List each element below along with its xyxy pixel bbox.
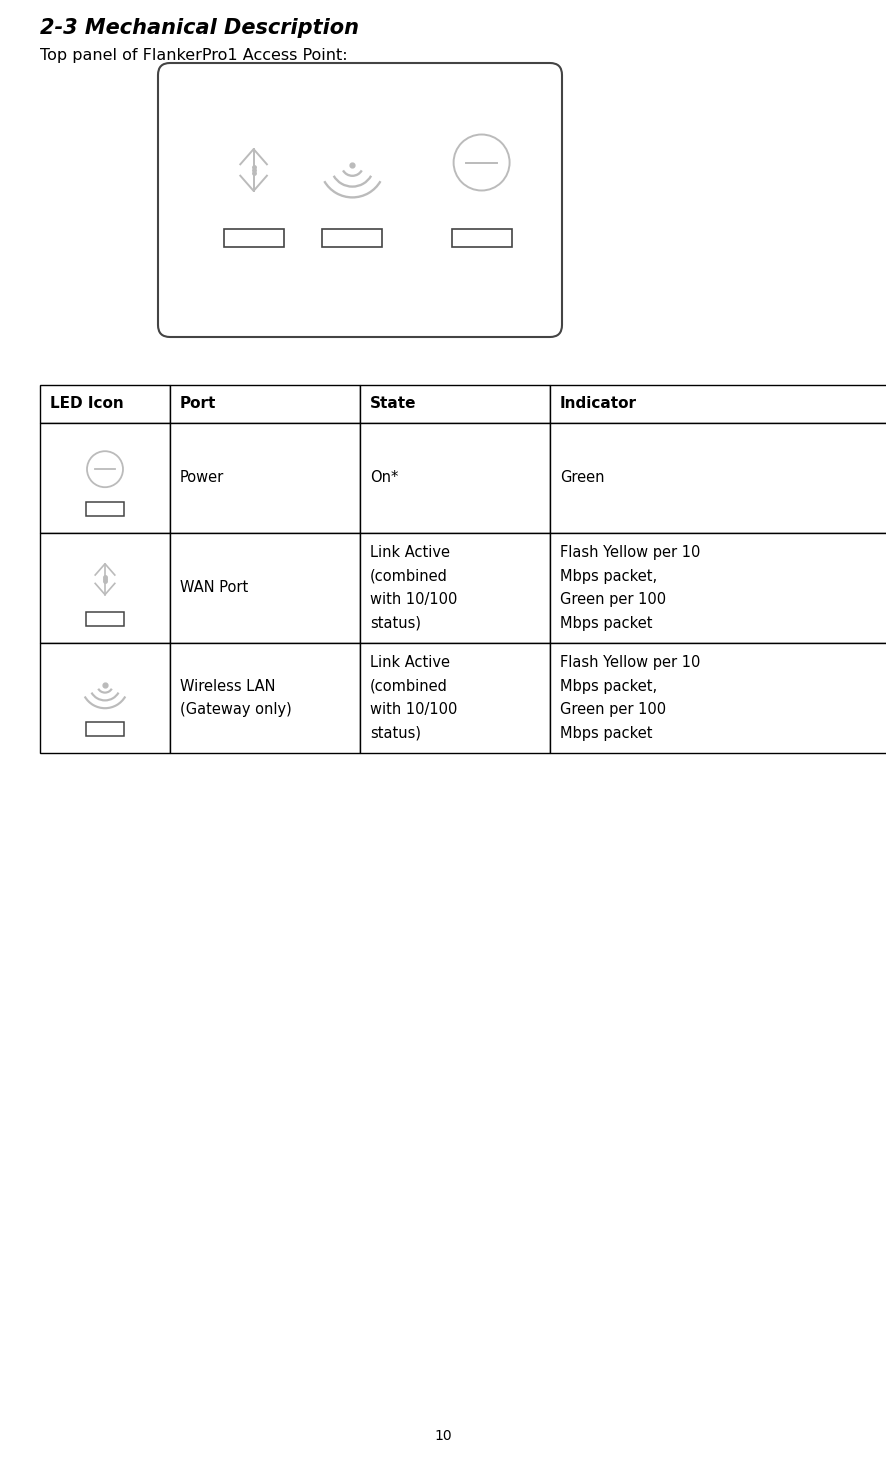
- Text: WAN Port: WAN Port: [180, 580, 248, 596]
- Bar: [40, 643, 170, 752]
- Bar: [360, 533, 549, 643]
- Bar: [170, 643, 360, 752]
- Bar: [170, 424, 360, 533]
- Bar: [549, 386, 886, 424]
- Text: 10: 10: [434, 1429, 452, 1443]
- Bar: [40, 533, 170, 643]
- Text: LED Icon: LED Icon: [50, 396, 124, 412]
- Bar: [360, 424, 549, 533]
- Text: Port: Port: [180, 396, 216, 412]
- Text: Top panel of FlankerPro1 Access Point:: Top panel of FlankerPro1 Access Point:: [40, 48, 347, 63]
- Bar: [549, 533, 886, 643]
- Bar: [40, 424, 170, 533]
- Bar: [322, 228, 382, 247]
- Text: Flash Yellow per 10
Mbps packet,
Green per 100
Mbps packet: Flash Yellow per 10 Mbps packet, Green p…: [559, 656, 700, 741]
- Bar: [549, 643, 886, 752]
- Text: Power: Power: [180, 470, 224, 485]
- Bar: [223, 228, 284, 247]
- Text: State: State: [369, 396, 416, 412]
- Bar: [86, 612, 124, 625]
- Bar: [451, 228, 511, 247]
- Bar: [360, 643, 549, 752]
- Bar: [170, 386, 360, 424]
- Bar: [86, 501, 124, 516]
- Text: Flash Yellow per 10
Mbps packet,
Green per 100
Mbps packet: Flash Yellow per 10 Mbps packet, Green p…: [559, 545, 700, 631]
- FancyBboxPatch shape: [158, 63, 562, 337]
- Text: Wireless LAN
(Gateway only): Wireless LAN (Gateway only): [180, 679, 291, 717]
- Text: Link Active
(combined
with 10/100
status): Link Active (combined with 10/100 status…: [369, 656, 457, 741]
- Bar: [170, 533, 360, 643]
- Bar: [360, 386, 549, 424]
- Bar: [86, 722, 124, 736]
- Text: Link Active
(combined
with 10/100
status): Link Active (combined with 10/100 status…: [369, 545, 457, 631]
- Bar: [40, 386, 170, 424]
- Text: Indicator: Indicator: [559, 396, 636, 412]
- Text: Green: Green: [559, 470, 604, 485]
- Text: 2-3 Mechanical Description: 2-3 Mechanical Description: [40, 18, 359, 38]
- Bar: [549, 424, 886, 533]
- Text: On*: On*: [369, 470, 398, 485]
